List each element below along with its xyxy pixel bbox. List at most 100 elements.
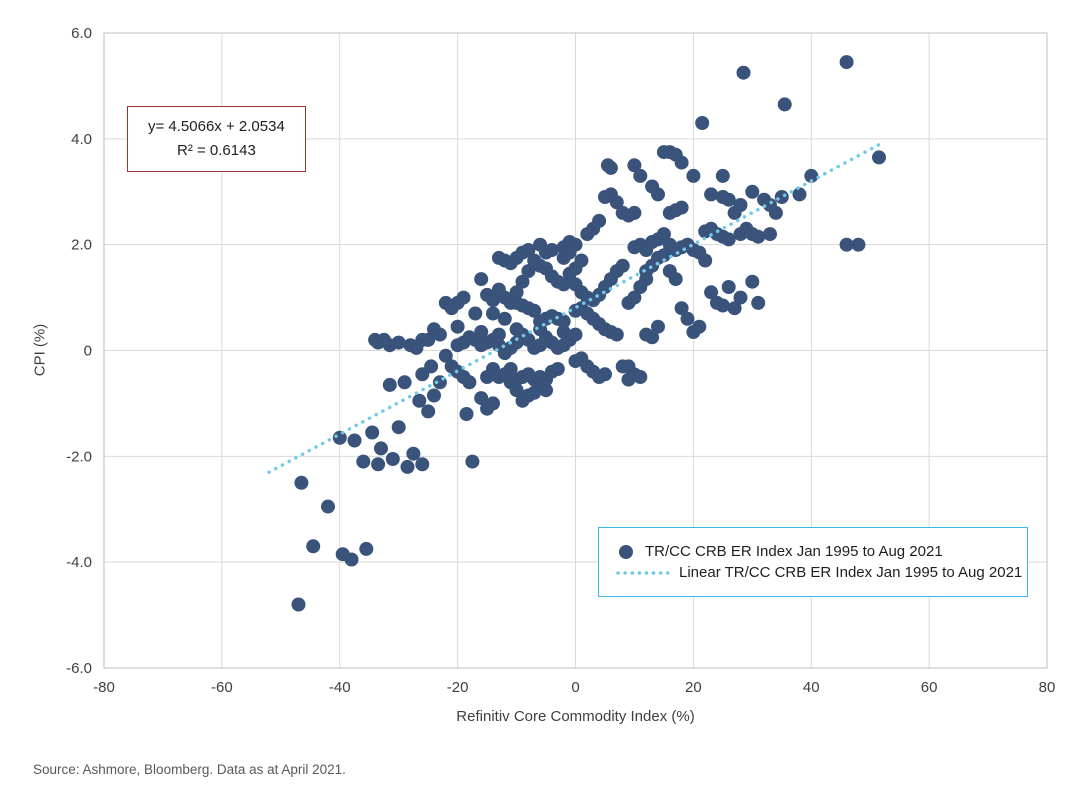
legend: TR/CC CRB ER Index Jan 1995 to Aug 2021 …: [598, 527, 1028, 597]
scatter-point: [839, 55, 854, 70]
scatter-point: [382, 377, 397, 392]
y-tick-label: 4.0: [71, 131, 92, 148]
scatter-point: [633, 168, 648, 183]
scatter-point: [751, 229, 766, 244]
scatter-point: [456, 290, 471, 305]
x-tick-label: 0: [571, 679, 579, 696]
scatter-point: [468, 306, 483, 321]
scatter-point: [421, 404, 436, 419]
scatter-point: [291, 597, 306, 612]
scatter-point: [415, 457, 430, 472]
scatter-point: [674, 301, 689, 316]
scatter-point: [721, 232, 736, 247]
scatter-point: [503, 295, 518, 310]
scatter-point: [695, 116, 710, 130]
scatter-point: [474, 272, 489, 287]
scatter-point: [763, 227, 777, 242]
y-tick-label: 2.0: [71, 237, 92, 254]
scatter-point: [474, 325, 489, 339]
x-tick-label: -40: [329, 679, 351, 696]
scatter-point: [704, 187, 719, 202]
scatter-point: [344, 552, 359, 567]
scatter-point: [704, 285, 719, 300]
plot-border: [103, 32, 1048, 669]
scatter-point: [474, 391, 489, 406]
scatter-point: [397, 375, 412, 390]
y-tick-label: -2.0: [66, 448, 92, 465]
scatter-point: [550, 362, 565, 376]
trendline-marker-icon: [616, 570, 670, 575]
scatter-point: [465, 454, 480, 469]
scatter-point: [698, 253, 713, 268]
scatter-point: [627, 205, 642, 220]
scatter-point: [347, 433, 362, 448]
scatter-point: [432, 327, 447, 342]
scatter-point: [751, 295, 766, 310]
scatter-point: [745, 184, 760, 199]
scatter-point: [656, 248, 671, 263]
x-tick-label: 60: [921, 679, 938, 696]
scatter-point: [656, 227, 671, 242]
regression-equation: y= 4.5066x + 2.0534: [148, 118, 285, 135]
scatter-point: [727, 301, 742, 316]
scatter-point: [686, 168, 701, 183]
scatter-point: [450, 319, 465, 334]
scatter-point: [527, 303, 542, 318]
scatter-point: [359, 541, 374, 556]
scatter-point: [509, 285, 524, 300]
scatter-point: [306, 539, 321, 554]
y-axis-title: CPI (%): [31, 323, 49, 377]
scatter-point: [462, 375, 477, 390]
legend-entry-trendline: Linear TR/CC CRB ER Index Jan 1995 to Au…: [615, 564, 1027, 581]
scatter-point: [680, 311, 695, 326]
legend-label-trendline: Linear TR/CC CRB ER Index Jan 1995 to Au…: [679, 564, 1023, 581]
scatter-point: [615, 258, 630, 273]
scatter-point: [715, 298, 730, 313]
scatter-point: [539, 383, 553, 398]
scatter-point: [509, 383, 524, 398]
scatter-point: [544, 269, 559, 284]
scatter-point: [421, 332, 436, 347]
scatter-point: [721, 280, 736, 294]
source-note: Source: Ashmore, Bloomberg. Data as at A…: [33, 762, 346, 777]
scatter-point: [568, 237, 583, 252]
y-tick-label: -4.0: [66, 554, 92, 571]
scatter-point: [427, 388, 441, 403]
scatter-point: [515, 274, 530, 289]
y-tick-label: 6.0: [71, 25, 92, 42]
scatter-point: [851, 237, 866, 252]
trend-line: [267, 141, 884, 474]
x-tick-label: 20: [685, 679, 702, 696]
scatter-point: [692, 319, 707, 334]
scatter-point: [645, 179, 660, 194]
regression-annotation: y= 4.5066x + 2.0534 R² = 0.6143: [127, 106, 306, 172]
scatter-point: [792, 187, 807, 202]
scatter-point: [768, 205, 783, 220]
scatter-marker-icon: [619, 544, 633, 559]
x-tick-label: 40: [803, 679, 820, 696]
scatter-point: [503, 362, 518, 376]
scatter-point: [385, 452, 400, 466]
legend-entry-scatter: TR/CC CRB ER Index Jan 1995 to Aug 2021: [615, 543, 1027, 560]
legend-label-scatter: TR/CC CRB ER Index Jan 1995 to Aug 2021: [645, 543, 943, 560]
scatter-point: [745, 274, 760, 289]
scatter-point: [804, 168, 819, 183]
scatter-point: [627, 290, 642, 305]
scatter-point: [609, 195, 624, 210]
y-tick-label: -6.0: [66, 660, 92, 677]
x-tick-label: -20: [447, 679, 469, 696]
scatter-point: [721, 192, 736, 207]
scatter-point: [633, 370, 648, 384]
x-tick-label: 80: [1039, 679, 1056, 696]
scatter-point: [491, 327, 506, 342]
scatter-point: [668, 272, 683, 287]
scatter-point: [438, 348, 453, 363]
scatter-point: [674, 200, 689, 215]
x-tick-label: -60: [211, 679, 233, 696]
scatter-point: [733, 290, 748, 305]
scatter-point: [609, 327, 624, 342]
scatter-point: [321, 499, 335, 514]
scatter-point: [774, 190, 789, 204]
